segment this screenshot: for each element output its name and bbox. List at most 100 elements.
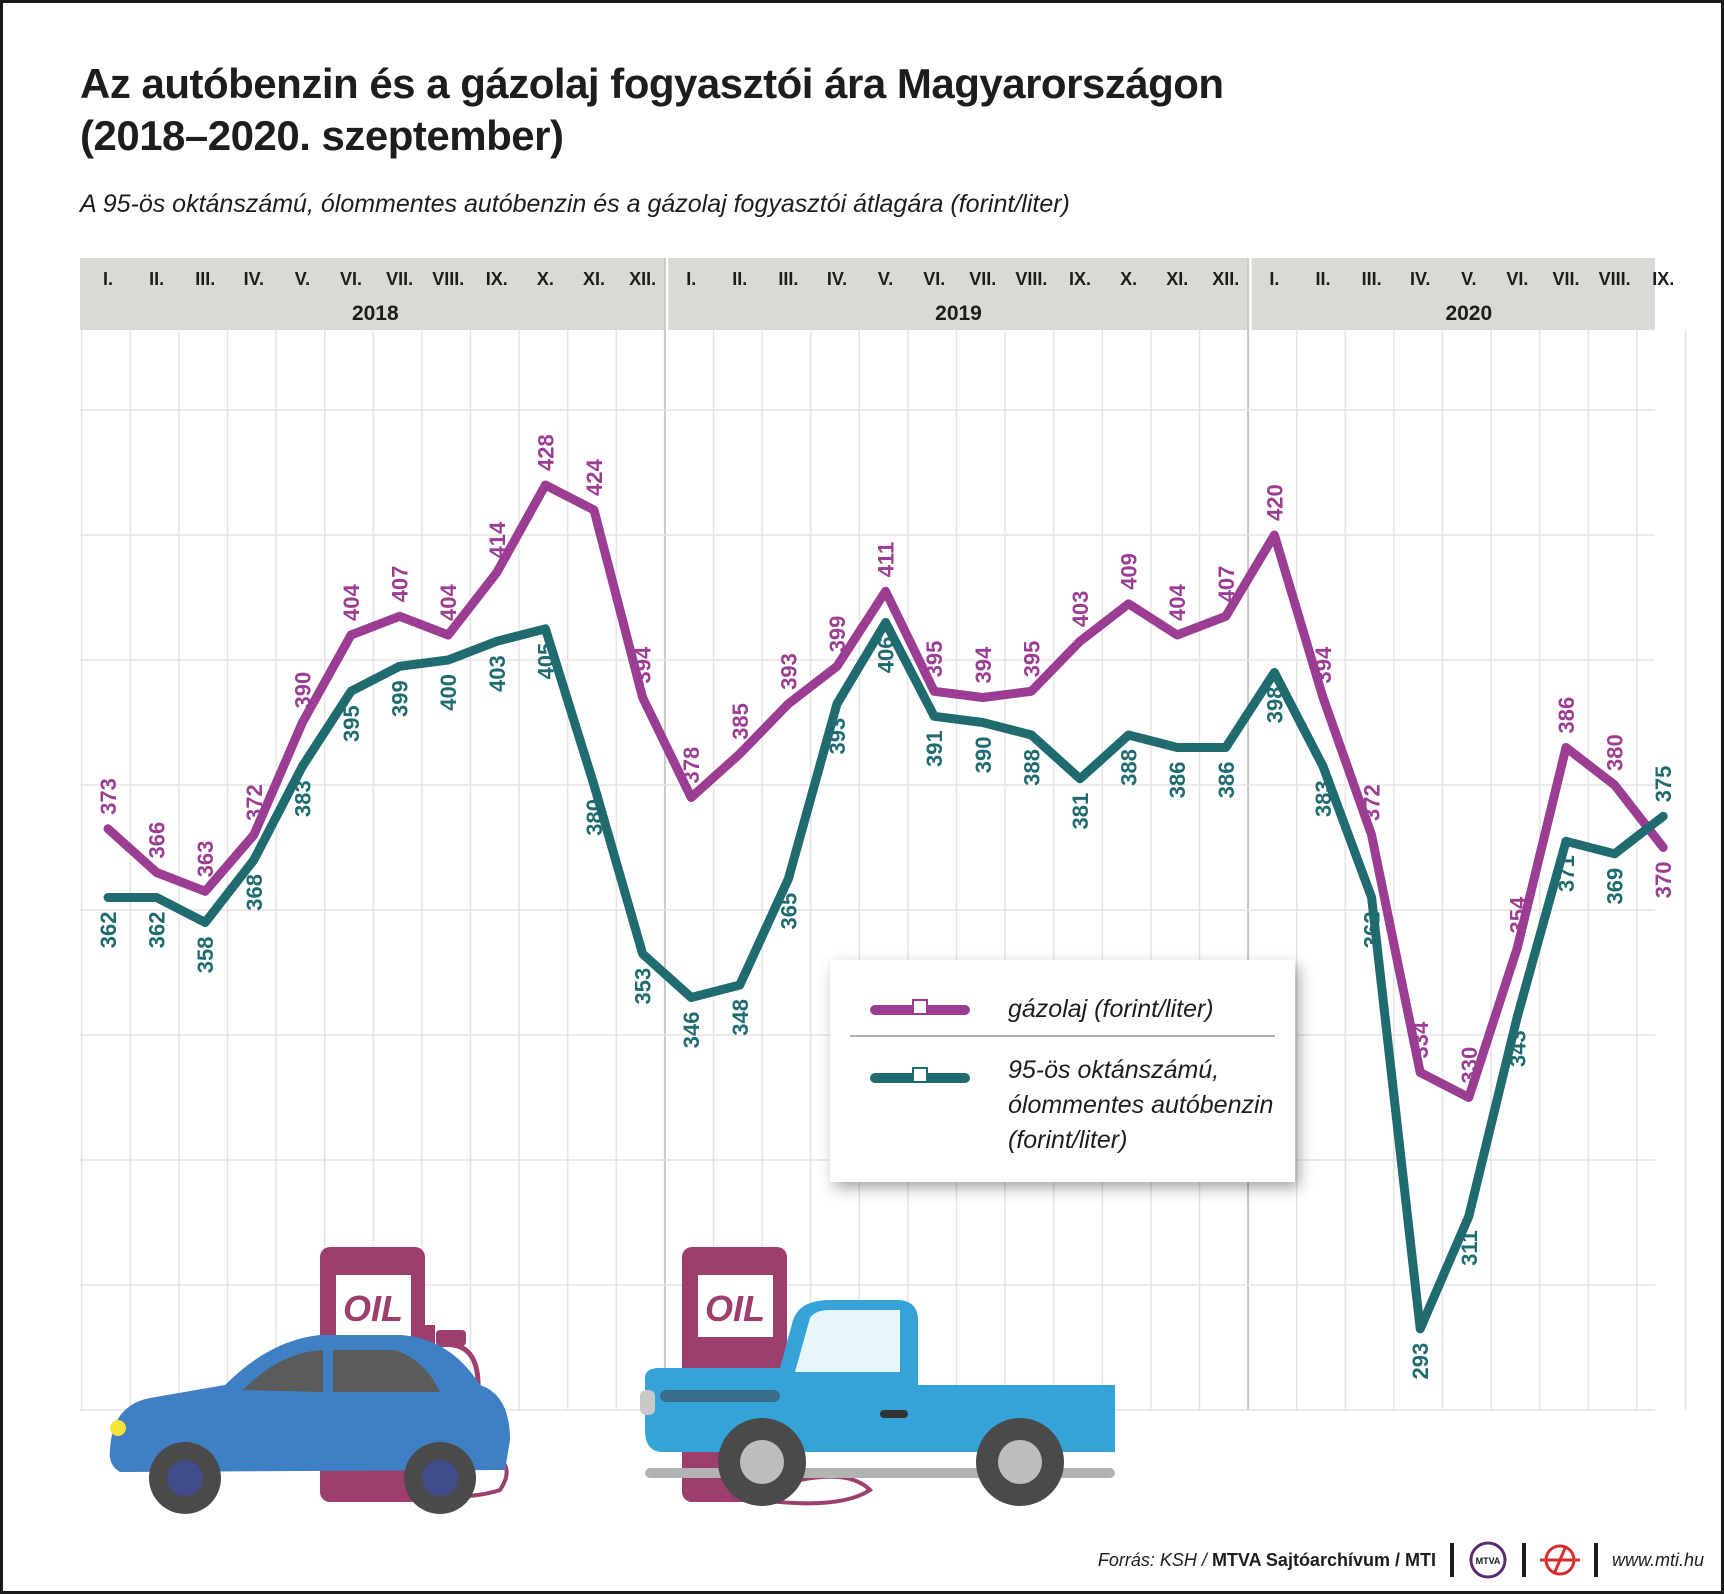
legend-marker [912,999,928,1015]
data-label: 372 [1360,784,1385,821]
title-line-1: Az autóbenzin és a gázolaj fogyasztói ár… [80,60,1224,107]
month-tick-label: XII. [1212,269,1239,289]
data-labels: 373 362 366 362 363 358 372 368 390 383 404 395 407 3… [96,434,1676,1379]
data-label: 366 [145,822,170,859]
data-label: 395 [339,705,364,742]
month-tick-label: IV. [244,269,264,289]
title-line-2: (2018–2020. szeptember) [80,112,564,159]
footer: Forrás: KSH / MTVA Sajtóarchívum / MTI M… [1098,1540,1704,1580]
year-label: 2018 [352,302,399,325]
header-band-bg [80,258,1655,330]
car-icon [109,1335,510,1514]
data-label: 369 [1603,868,1628,905]
month-tick-label: III. [778,269,798,289]
month-tick-label: VII. [969,269,996,289]
data-label: 343 [1505,1030,1530,1067]
chart-subtitle: A 95-ös oktánszámú, ólommentes autóbenzi… [80,190,1070,218]
series-line-petrol [103,618,1668,1334]
legend-swatch-petrol [870,1067,970,1083]
data-label: 399 [388,680,413,717]
car-and-pump-illustration: OIL OIL [109,1247,1115,1514]
source-text: Forrás: KSH / MTVA Sajtóarchívum / MTI [1098,1550,1436,1571]
data-label: 371 [1554,855,1579,892]
month-tick-label: V. [878,269,893,289]
mtva-logo-text: MTVA [1476,1556,1501,1566]
month-tick-label: IX. [486,269,508,289]
data-label: 365 [776,893,801,930]
legend: gázolaj (forint/liter) 95-ös oktánszámú,… [830,960,1295,1182]
data-label: 373 [96,778,121,815]
data-label: 385 [728,703,753,740]
month-tick-label: VI. [340,269,362,289]
data-label: 420 [1262,484,1287,521]
data-label: 346 [679,1012,704,1049]
month-tick-label: VIII. [432,269,464,289]
data-label: 354 [1505,896,1530,933]
month-tick-label: II. [732,269,747,289]
month-tick-label: II. [1315,269,1330,289]
month-tick-label: VIII. [1015,269,1047,289]
series-line-diesel [103,480,1668,1102]
data-label: 334 [1408,1021,1433,1058]
legend-label-petrol-line-3: (forint/liter) [1008,1126,1128,1154]
month-tick-label: I. [103,269,113,289]
pickup-truck-icon [640,1300,1115,1506]
data-label: 394 [1311,646,1336,683]
data-label: 358 [193,937,218,974]
data-label: 393 [776,653,801,690]
chart-title: Az autóbenzin és a gázolaj fogyasztói ár… [80,58,1580,162]
data-label: 404 [1165,584,1190,621]
data-label: 383 [290,780,315,817]
data-label: 394 [631,646,656,683]
data-label: 375 [1651,766,1676,803]
data-label: 388 [1019,749,1044,786]
month-tick-label: VIII. [1599,269,1631,289]
data-label: 404 [436,584,461,621]
legend-label-diesel-line: gázolaj (forint/liter) [1008,995,1214,1023]
data-label: 409 [1117,553,1142,590]
source-prefix: Forrás: KSH / [1097,1549,1212,1570]
legend-label-diesel: gázolaj (forint/liter) [1008,992,1214,1027]
data-label: 390 [290,672,315,709]
data-label: 390 [971,737,996,774]
legend-swatch-diesel [870,999,970,1015]
data-label: 404 [339,584,364,621]
month-tick-label: XI. [1166,269,1188,289]
data-label: 363 [193,841,218,878]
month-tick-label: IV. [827,269,847,289]
data-label: 362 [145,912,170,949]
data-label: 381 [1068,793,1093,830]
data-label: 370 [1651,862,1676,899]
data-label: 403 [1068,591,1093,628]
month-year-header: I. II. III. IV. V. VI. VII. VIII. IX. X. XI. XII. 20… [80,258,1674,330]
source-agency: MTVA Sajtóarchívum / MTI [1211,1549,1436,1570]
legend-label-petrol-line-2: ólommentes autóbenzin [1008,1091,1274,1119]
mtva-logo-icon: MTVA [1469,1541,1507,1579]
data-label: 405 [533,643,558,680]
month-tick-label: VI. [1506,269,1528,289]
divider-2 [1521,1543,1526,1577]
pump-label: OIL [343,1288,403,1329]
year-label: 2020 [1445,302,1492,325]
data-label: 399 [825,616,850,653]
data-label: 380 [1603,734,1628,771]
source-url: www.mti.hu [1611,1549,1704,1570]
month-tick-label: IX. [1652,269,1674,289]
data-label: 407 [388,566,413,603]
series-lines [103,480,1668,1334]
data-label: 403 [485,655,510,692]
month-tick-label: IX. [1069,269,1091,289]
data-label: 411 [874,542,899,578]
data-label: 353 [631,968,656,1005]
data-label: 378 [679,747,704,784]
legend-label-petrol-line-1: 95-ös oktánszámú, [1008,1056,1220,1084]
data-label: 386 [1214,762,1239,799]
data-label: 406 [874,637,899,674]
month-tick-label: XII. [629,269,656,289]
data-label: 398 [1262,687,1287,724]
data-label: 414 [485,521,510,558]
data-label: 424 [582,459,607,496]
data-label: 380 [582,799,607,836]
